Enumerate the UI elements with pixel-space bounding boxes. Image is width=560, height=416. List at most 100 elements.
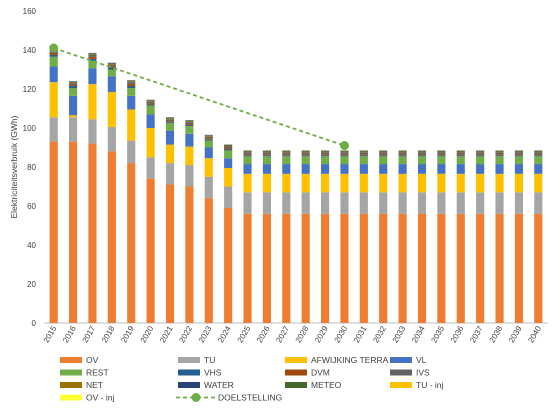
bar-segment [185, 125, 194, 127]
bar-segment [165, 184, 175, 323]
bar-segment [301, 155, 310, 157]
bar-segment [204, 136, 213, 139]
bar-segment [379, 173, 388, 193]
legend-item: TU [178, 355, 215, 365]
legend-item: WATER [178, 380, 234, 390]
bar-segment [69, 86, 78, 89]
legend-item: OV [60, 355, 99, 365]
bar-segment [417, 150, 427, 152]
bar-segment [437, 213, 446, 323]
bar-segment [224, 158, 233, 168]
bar-segment [243, 164, 252, 174]
bar-segment [146, 104, 155, 106]
bar-segment [49, 54, 58, 57]
bar-segment [437, 173, 446, 193]
bar-segment [398, 164, 407, 174]
legend-swatch [60, 357, 82, 363]
bar-segment [321, 164, 330, 174]
x-tick-label: 2034 [410, 324, 427, 344]
bar-segment [146, 128, 155, 158]
bar-segment [417, 152, 427, 155]
bar-segment [243, 156, 252, 165]
bar-segment [437, 164, 446, 174]
x-tick-label: 2019 [119, 324, 136, 344]
target-line [53, 47, 345, 147]
bar-segment [262, 151, 271, 153]
bar-segment [437, 151, 446, 153]
bar-segment [437, 192, 446, 214]
bar-segment [107, 63, 116, 65]
bar-segment [224, 148, 233, 150]
bar-segment [456, 164, 465, 174]
bar-segment [165, 121, 175, 123]
x-tick-label: 2025 [236, 324, 253, 344]
bar-segment [340, 151, 349, 153]
x-tick-label: 2023 [197, 324, 214, 344]
target-point [339, 141, 349, 151]
legend-label: REST [86, 368, 109, 378]
bar-segment [456, 154, 465, 156]
bar-segment [127, 140, 136, 164]
legend-item: TU - inj [390, 380, 444, 390]
legend-label: VHS [204, 368, 222, 378]
bar-segment [476, 173, 485, 193]
bar-segment [49, 56, 58, 67]
bar-segment [301, 154, 310, 156]
bar-segment [514, 154, 523, 156]
bar-segment [534, 155, 543, 157]
bar-segment [107, 151, 116, 323]
bar-segment [321, 151, 330, 153]
bar-segment [204, 139, 213, 141]
x-tick-label: 2040 [526, 324, 543, 344]
bar-segment [146, 157, 155, 179]
bar-segment [107, 127, 116, 152]
bar-segment [282, 164, 291, 174]
bar-segment [359, 164, 368, 174]
legend-swatch [285, 382, 307, 388]
bar-segment [495, 154, 504, 156]
bar-segment [456, 213, 465, 323]
bar-segment [88, 56, 97, 59]
bar-segment [282, 156, 291, 165]
bar-segment [476, 213, 485, 323]
bar-segment [165, 163, 175, 185]
bar-segment [243, 192, 252, 214]
x-tick-label: 2027 [274, 324, 291, 344]
bar-segment [456, 152, 465, 155]
bar-segment [165, 122, 175, 124]
bar-segment [185, 122, 194, 125]
bar-segment [204, 140, 213, 148]
bar-segment [69, 81, 78, 83]
bar-segment [495, 173, 504, 193]
x-tick-label: 2032 [371, 324, 388, 344]
bar-segment [417, 173, 427, 193]
legend-label: OV [86, 355, 99, 365]
bar-segment [359, 213, 368, 323]
y-axis-title: Elektriciteitsverbruik (GWh) [9, 115, 19, 218]
bar-segment [88, 68, 97, 85]
bar-segment [456, 192, 465, 214]
x-tick-label: 2016 [61, 324, 78, 344]
bar-segment [69, 85, 78, 87]
legend-swatch [178, 382, 200, 388]
bar-segment [379, 151, 388, 153]
bar-segment [514, 164, 523, 174]
legend-item: METEO [285, 380, 342, 390]
bar-segment [398, 156, 407, 165]
bar-segment [88, 54, 97, 57]
bar-segment [359, 151, 368, 153]
bar-segment [146, 105, 155, 115]
bar-segment [224, 146, 233, 149]
x-tick-label: 2017 [81, 324, 98, 344]
bar-segment [88, 143, 97, 323]
legend-swatch [285, 357, 307, 363]
bar-segment [398, 192, 407, 214]
bar-segment [340, 192, 349, 214]
bar-segment [340, 155, 349, 157]
bar-segment [282, 192, 291, 214]
legend-item: VL [390, 355, 427, 365]
bar-segment [185, 126, 194, 134]
legend-swatch [60, 369, 82, 376]
legend-label: DOELSTELLING [218, 393, 282, 403]
bar-segment [262, 173, 271, 193]
